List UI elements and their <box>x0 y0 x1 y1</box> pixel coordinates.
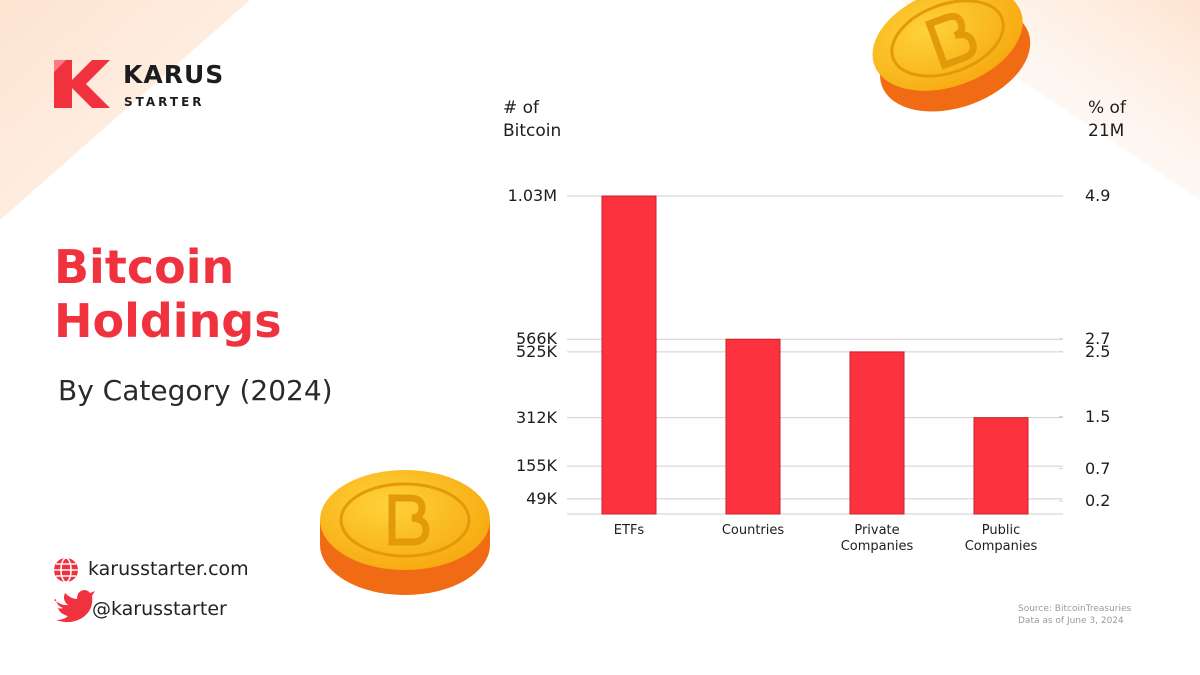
website[interactable]: karusstarter.com <box>88 558 249 580</box>
twitter-handle[interactable]: @karusstarter <box>92 598 227 620</box>
bar <box>601 195 657 515</box>
bar <box>725 338 781 515</box>
source: Source: BitcoinTreasuries Data as of Jun… <box>1018 603 1131 627</box>
brand-name: KARUS <box>123 60 225 89</box>
headline-subtitle: By Category (2024) <box>58 374 333 407</box>
brand-tagline: STARTER <box>124 95 205 109</box>
headline-title: Bitcoin Holdings <box>54 240 282 348</box>
corner-glow <box>0 0 250 220</box>
bar <box>849 351 905 515</box>
coin <box>872 0 1031 112</box>
source-date: Data as of June 3, 2024 <box>1018 616 1124 626</box>
source-line: Source: BitcoinTreasuries <box>1018 604 1132 614</box>
twitter-icon <box>54 590 95 623</box>
logo-mark <box>54 60 110 108</box>
bar <box>973 417 1029 515</box>
logo-mark <box>54 60 66 72</box>
coin <box>320 470 490 595</box>
globe-icon <box>54 557 78 583</box>
